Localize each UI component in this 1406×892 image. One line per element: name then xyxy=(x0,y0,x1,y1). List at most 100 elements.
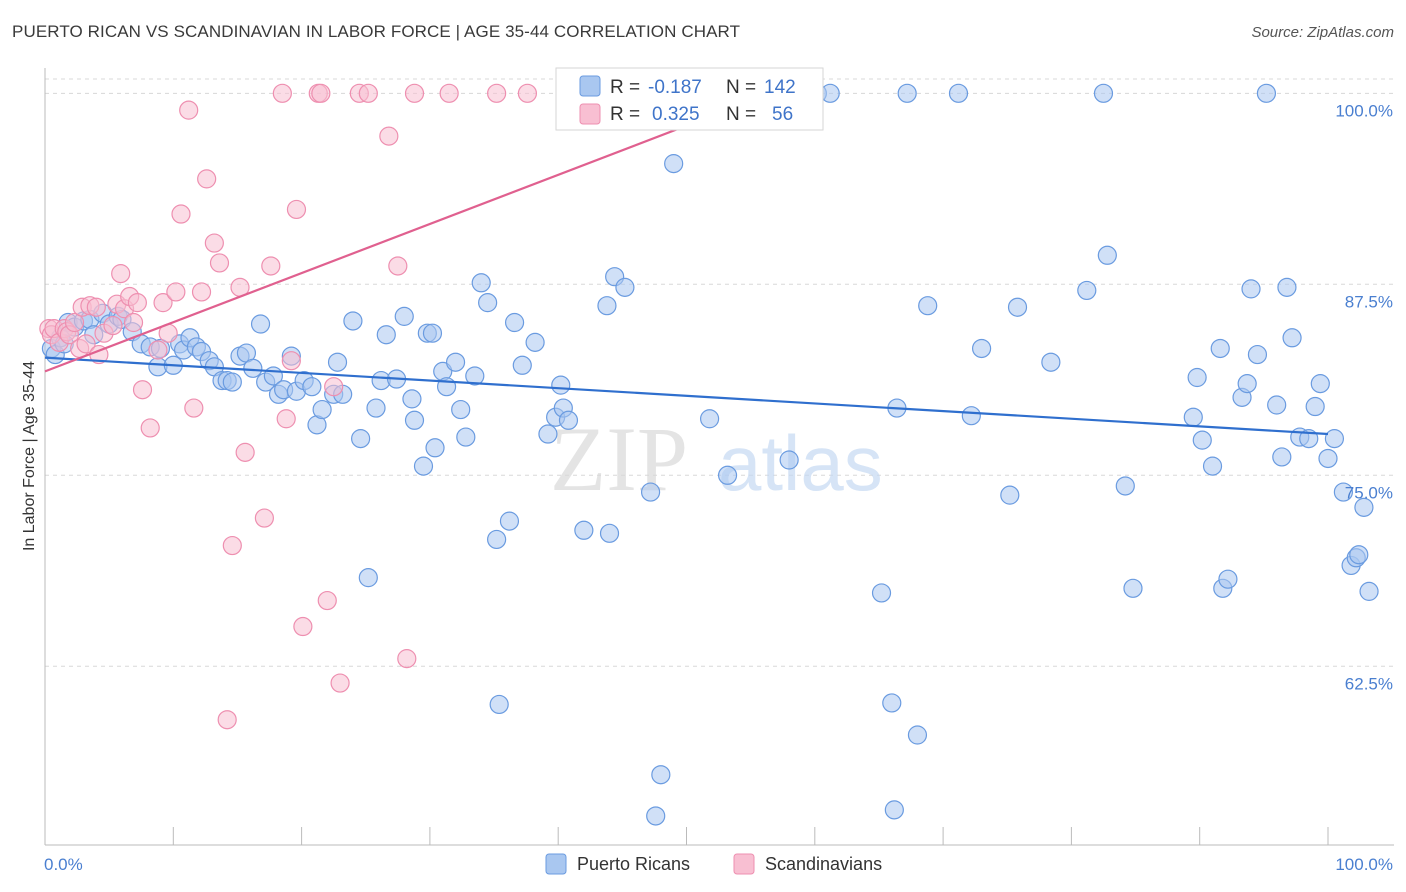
scandinavians-point-50 xyxy=(330,673,350,693)
y-tick-label-1: 75.0% xyxy=(1345,483,1393,502)
puerto-ricans-point-139 xyxy=(1354,497,1374,517)
legend-swatch-pink xyxy=(579,103,601,125)
puerto-ricans-point-132 xyxy=(1310,374,1330,394)
puerto-ricans-point-54 xyxy=(402,389,422,409)
puerto-ricans-point-135 xyxy=(1333,482,1353,502)
puerto-ricans-point-48 xyxy=(358,568,378,588)
scandinavians-point-29 xyxy=(179,100,199,120)
puerto-ricans-point-53 xyxy=(394,306,414,326)
puerto-ricans-point-109 xyxy=(1093,83,1114,103)
scandinavians-point-42 xyxy=(276,409,296,429)
puerto-ricans-point-71 xyxy=(504,312,525,333)
scandinavians-point-22 xyxy=(132,380,153,400)
puerto-ricans-point-128 xyxy=(1282,328,1302,348)
puerto-ricans-point-112 xyxy=(1123,578,1143,598)
axes xyxy=(44,68,1394,846)
scandinavians-point-7 xyxy=(64,312,85,333)
puerto-ricans-point-115 xyxy=(1192,430,1212,450)
puerto-ricans-point-125 xyxy=(1267,395,1287,415)
scandinavians-point-54 xyxy=(388,256,408,276)
puerto-ricans-point-64 xyxy=(456,427,476,447)
scandinavians-point-55 xyxy=(397,649,417,669)
legend-swatch-blue xyxy=(579,75,601,97)
puerto-ricans-point-86 xyxy=(651,765,671,785)
puerto-ricans-point-87 xyxy=(664,154,684,174)
source-credit: Source: ZipAtlas.com xyxy=(1251,24,1394,41)
puerto-ricans-point-133 xyxy=(1318,448,1338,469)
puerto-ricans-point-113 xyxy=(1183,407,1203,427)
puerto-ricans-point-44 xyxy=(327,352,348,372)
puerto-ricans-point-63 xyxy=(451,399,471,420)
puerto-ricans-point-123 xyxy=(1247,344,1268,365)
tick-labels: 62.5% 75.0% 87.5% 100.0% 0.0% 100.0% xyxy=(44,101,1393,874)
puerto-ricans-point-90 xyxy=(717,465,738,485)
puerto-ricans-point-116 xyxy=(1202,456,1223,476)
watermark-atlas: atlas xyxy=(718,419,883,507)
series-puerto-ricans xyxy=(41,83,1379,826)
scandinavians-point-27 xyxy=(166,282,186,302)
puerto-ricans-point-68 xyxy=(487,529,507,550)
y-tick-label-0: 62.5% xyxy=(1345,674,1393,693)
scandinavians-point-33 xyxy=(204,233,224,253)
scandinavians-point-57 xyxy=(439,83,459,103)
bottom-legend-swatch-blue xyxy=(545,853,567,875)
scandinavians-point-43 xyxy=(281,351,301,371)
puerto-ricans-point-79 xyxy=(574,520,594,540)
puerto-ricans-point-46 xyxy=(343,311,363,331)
puerto-ricans-point-67 xyxy=(478,293,498,313)
puerto-ricans-point-122 xyxy=(1241,279,1261,299)
puerto-ricans-point-102 xyxy=(948,83,969,103)
scandinavians-point-59 xyxy=(517,83,538,103)
puerto-ricans-point-126 xyxy=(1272,447,1292,467)
puerto-ricans-point-140 xyxy=(1359,581,1379,601)
scandinavians-point-35 xyxy=(217,710,237,730)
scandinavians-point-45 xyxy=(293,616,313,637)
puerto-ricans-point-31 xyxy=(243,358,263,378)
puerto-ricans-point-59 xyxy=(425,438,445,458)
puerto-ricans-point-127 xyxy=(1277,277,1297,297)
puerto-ricans-point-73 xyxy=(525,332,545,352)
puerto-ricans-point-81 xyxy=(599,523,620,543)
puerto-ricans-point-58 xyxy=(422,323,443,343)
puerto-ricans-point-80 xyxy=(597,296,617,316)
scandinavians-point-17 xyxy=(111,264,131,284)
x-tick-label-min: 0.0% xyxy=(44,855,83,874)
puerto-ricans-point-110 xyxy=(1097,245,1117,265)
scandinavians-point-10 xyxy=(76,334,96,354)
bottom-legend-label-scandinavians: Scandinavians xyxy=(765,854,882,874)
scandinavians-point-28 xyxy=(171,204,191,224)
puerto-ricans-point-40 xyxy=(302,377,322,397)
puerto-ricans-point-65 xyxy=(465,366,485,386)
puerto-ricans-point-28 xyxy=(222,372,242,392)
puerto-ricans-point-42 xyxy=(312,399,332,420)
scandinavians-point-32 xyxy=(197,169,217,189)
puerto-ricans-point-134 xyxy=(1324,429,1345,449)
puerto-ricans-point-66 xyxy=(471,273,491,293)
scandinavians-point-56 xyxy=(404,83,425,103)
scandinavians-point-47 xyxy=(311,83,331,103)
puerto-ricans-point-99 xyxy=(897,83,917,103)
puerto-ricans-point-55 xyxy=(404,410,425,430)
puerto-ricans-point-62 xyxy=(445,352,466,372)
puerto-ricans-point-103 xyxy=(961,406,981,426)
chart-title: PUERTO RICAN VS SCANDINAVIAN IN LABOR FO… xyxy=(12,22,741,41)
scandinavians-point-44 xyxy=(286,199,307,220)
puerto-ricans-point-84 xyxy=(640,482,661,502)
puerto-ricans-point-117 xyxy=(1210,338,1230,359)
scandinavians-point-36 xyxy=(222,535,242,556)
scandinavians-point-39 xyxy=(254,508,274,528)
scandinavians-point-23 xyxy=(140,418,160,438)
puerto-ricans-point-83 xyxy=(615,277,635,297)
puerto-ricans-point-56 xyxy=(413,456,434,476)
scandinavians-point-25 xyxy=(153,293,173,313)
legend-n-label-1: N = xyxy=(726,77,756,98)
legend-r-label-1: R = xyxy=(610,77,640,98)
scandinavians-point-40 xyxy=(261,256,281,276)
y-axis-label: In Labor Force | Age 35-44 xyxy=(21,361,38,551)
legend-n-value-1: 142 xyxy=(764,77,796,98)
scandinavians-point-52 xyxy=(358,83,378,103)
puerto-ricans-point-96 xyxy=(882,693,902,713)
scandinavians-point-15 xyxy=(103,315,123,336)
scandinavians-point-31 xyxy=(191,282,212,302)
scandinavians-point-12 xyxy=(86,297,106,317)
